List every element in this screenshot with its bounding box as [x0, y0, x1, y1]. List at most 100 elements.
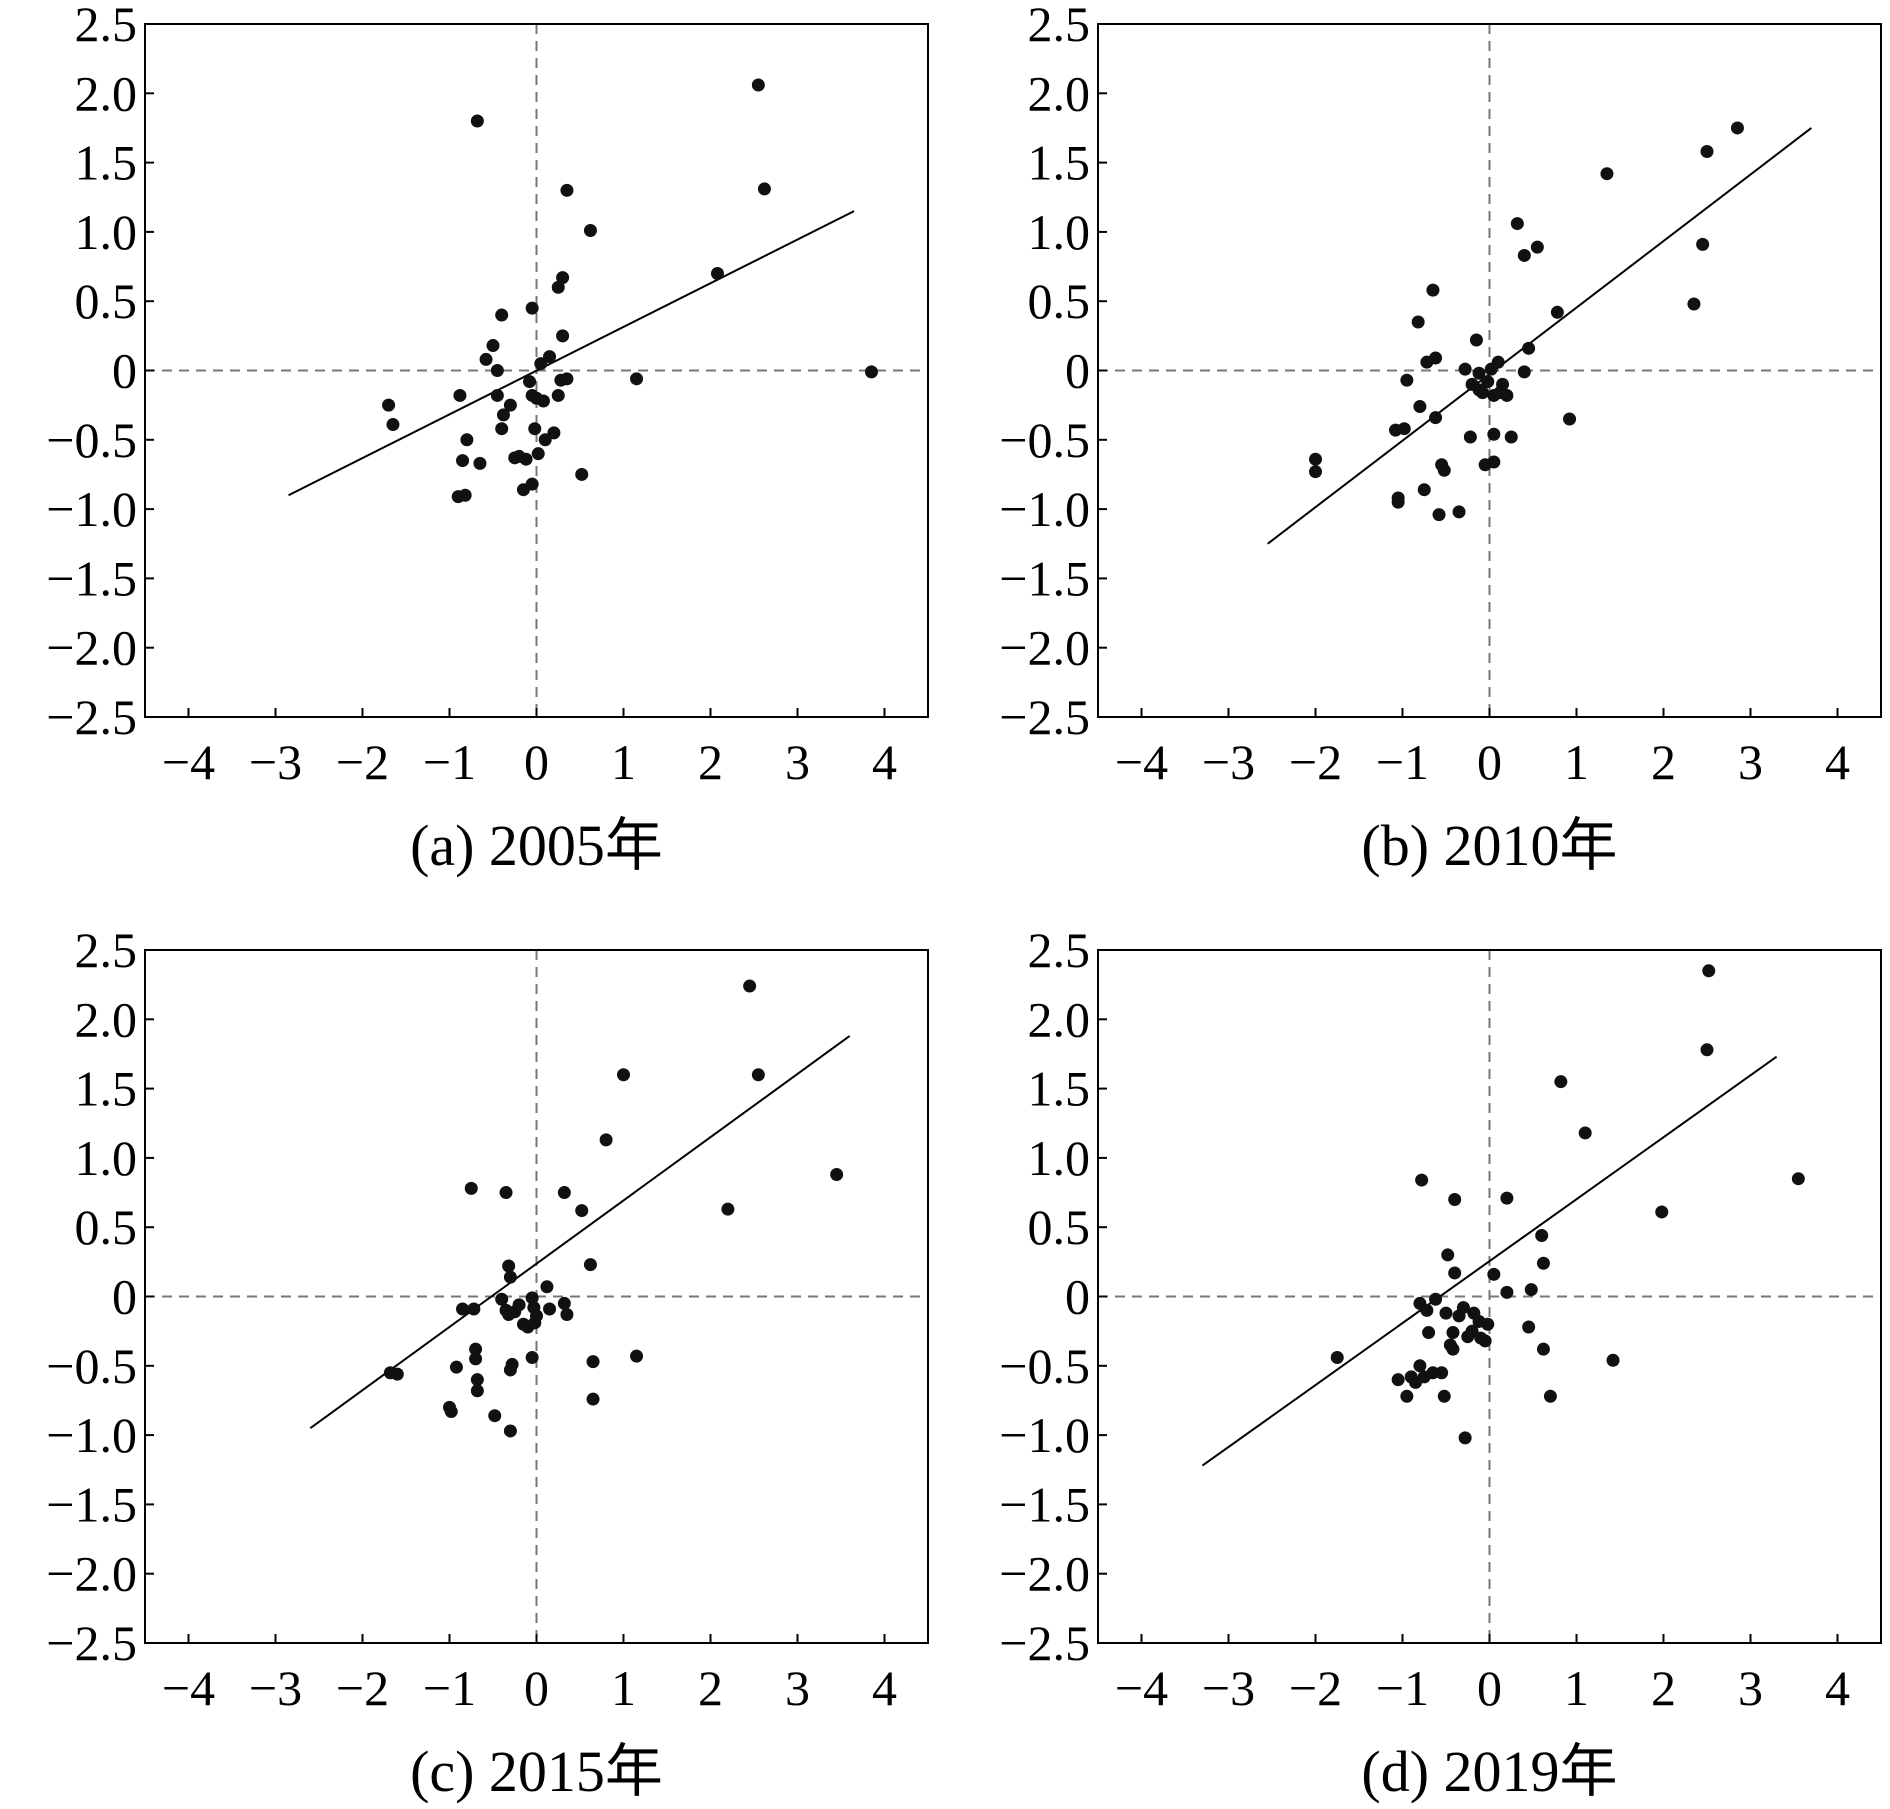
data-point: [557, 1186, 571, 1200]
y-tick-label: −2.0: [999, 620, 1090, 676]
data-point: [575, 1204, 589, 1218]
data-point: [382, 398, 396, 412]
data-point: [1429, 411, 1443, 425]
data-point: [540, 1280, 554, 1294]
x-tick-label: 1: [1564, 1660, 1589, 1716]
x-tick-label: −1: [423, 1660, 476, 1716]
data-point: [479, 352, 493, 366]
data-point: [1469, 333, 1483, 347]
y-tick-label: 1.0: [75, 204, 138, 260]
data-point: [496, 408, 510, 422]
data-point: [525, 1291, 539, 1305]
data-point: [503, 1424, 517, 1438]
y-tick-label: −0.5: [999, 412, 1090, 468]
y-tick-label: −1.0: [999, 481, 1090, 537]
y-tick-label: 0.5: [1028, 273, 1091, 329]
data-point: [556, 329, 570, 343]
data-point: [630, 372, 644, 386]
data-point: [1400, 1389, 1414, 1403]
y-tick-label: −2.5: [46, 1615, 137, 1671]
x-tick-label: −1: [1376, 1660, 1429, 1716]
data-point: [1437, 463, 1451, 477]
y-tick-label: 2.0: [1028, 991, 1091, 1047]
y-tick-label: 1.0: [75, 1130, 138, 1186]
data-point: [1481, 375, 1495, 389]
data-point: [1446, 1342, 1460, 1356]
y-tick-label: 0: [112, 343, 137, 399]
y-tick-label: −1.5: [46, 1476, 137, 1532]
x-tick-label: 2: [1651, 734, 1676, 790]
data-point: [551, 280, 565, 294]
data-point: [523, 375, 537, 389]
data-point: [543, 350, 557, 364]
y-tick-label: −1.5: [46, 550, 137, 606]
data-point: [751, 1068, 765, 1082]
y-tick-label: 1.5: [75, 135, 138, 191]
x-tick-label: 3: [785, 1660, 810, 1716]
y-tick-label: −2.0: [46, 1546, 137, 1602]
y-tick-label: −2.0: [46, 620, 137, 676]
x-tick-label: −2: [1289, 734, 1342, 790]
data-point: [536, 394, 550, 408]
data-point: [1491, 355, 1505, 369]
data-point: [390, 1367, 404, 1381]
data-point: [467, 1302, 481, 1316]
y-tick-label: 0: [112, 1269, 137, 1325]
data-point: [456, 1302, 470, 1316]
x-tick-label: 1: [611, 1660, 636, 1716]
data-point: [1411, 315, 1425, 329]
data-point: [495, 1292, 509, 1306]
x-tick-label: 1: [1564, 734, 1589, 790]
y-tick-label: −2.5: [999, 1615, 1090, 1671]
data-point: [1700, 1043, 1714, 1057]
data-point: [551, 388, 565, 402]
panel-caption: (c) 2015年: [410, 1739, 663, 1804]
data-point: [1417, 483, 1431, 497]
data-point: [583, 1258, 597, 1272]
data-point: [1426, 283, 1440, 297]
x-tick-label: −4: [162, 734, 215, 790]
data-point: [1413, 400, 1427, 414]
y-tick-label: 0.5: [75, 273, 138, 329]
y-tick-label: 2.5: [1028, 922, 1091, 978]
data-point: [1510, 217, 1524, 231]
data-point: [757, 182, 771, 196]
y-tick-label: −1.5: [999, 550, 1090, 606]
data-point: [1397, 422, 1411, 436]
data-point: [1391, 1373, 1405, 1387]
x-tick-label: 4: [1825, 1660, 1850, 1716]
data-point: [469, 1352, 483, 1366]
data-point: [1458, 1431, 1472, 1445]
data-point: [449, 1360, 463, 1374]
data-point: [502, 1259, 516, 1273]
x-tick-label: −2: [1289, 1660, 1342, 1716]
y-tick-label: −1.0: [46, 1407, 137, 1463]
data-point: [469, 1342, 483, 1356]
data-point: [1535, 1229, 1549, 1243]
data-point: [1448, 1192, 1462, 1206]
data-point: [1432, 508, 1446, 522]
data-point: [547, 426, 561, 440]
y-tick-label: −1.5: [999, 1476, 1090, 1532]
data-point: [534, 357, 548, 371]
data-point: [557, 1296, 571, 1310]
data-point: [531, 447, 545, 461]
y-tick-label: −2.5: [46, 689, 137, 745]
x-tick-label: 3: [785, 734, 810, 790]
data-point: [505, 1357, 519, 1371]
data-point: [1429, 351, 1443, 365]
y-tick-label: 2.0: [1028, 65, 1091, 121]
regression-line: [1201, 1055, 1778, 1467]
data-point: [543, 1302, 557, 1316]
data-point: [1524, 1283, 1538, 1297]
data-point: [1791, 1172, 1805, 1186]
data-point: [1478, 1334, 1492, 1348]
data-point: [1522, 1320, 1536, 1334]
data-point: [470, 1384, 484, 1398]
x-tick-label: −4: [162, 1660, 215, 1716]
data-point: [1420, 1303, 1434, 1317]
data-point: [503, 398, 517, 412]
data-point: [1530, 240, 1544, 254]
y-tick-label: −2.5: [999, 689, 1090, 745]
